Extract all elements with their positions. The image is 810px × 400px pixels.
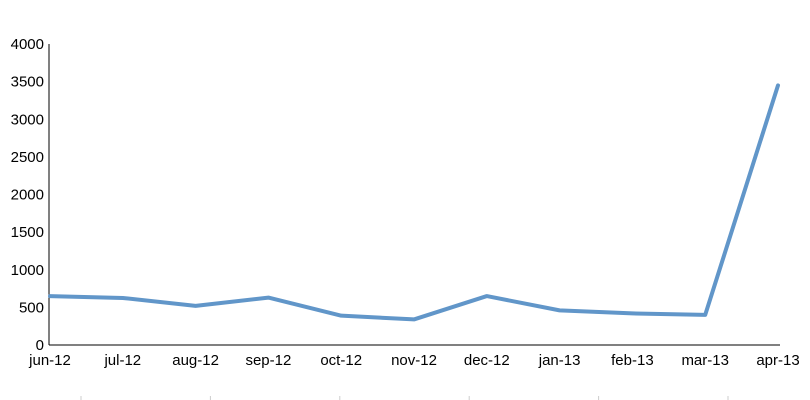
x-tick-label: jan-13 <box>538 352 581 369</box>
y-tick-label: 4000 <box>11 36 44 53</box>
x-tick-label: apr-13 <box>756 352 799 369</box>
x-tick-label: feb-13 <box>611 352 654 369</box>
x-tick-label: nov-12 <box>391 352 437 369</box>
y-tick-label: 2500 <box>11 149 44 166</box>
y-tick-label: 3500 <box>11 74 44 91</box>
y-tick-label: 0 <box>36 337 44 354</box>
y-tick-label: 2000 <box>11 187 44 204</box>
x-tick-label: dec-12 <box>464 352 510 369</box>
y-tick-label: 3000 <box>11 111 44 128</box>
x-tick-label: jun-12 <box>28 352 71 369</box>
x-axis-ticks: jun-12 jul-12 aug-12 sep-12 oct-12 nov-12 dec-… <box>28 352 800 400</box>
y-axis-ticks: 0 500 1000 1500 2000 2500 3000 3500 4000 <box>11 36 44 354</box>
x-tick-label: aug-12 <box>172 352 219 369</box>
x-tick-label: sep-12 <box>245 352 291 369</box>
series-layer <box>48 83 780 322</box>
series-line <box>48 83 780 322</box>
x-tick-label: mar-13 <box>681 352 729 369</box>
y-tick-label: 1000 <box>11 262 44 279</box>
y-tick-label: 500 <box>19 299 44 316</box>
x-tick-label: oct-12 <box>320 352 362 369</box>
y-tick-label: 1500 <box>11 224 44 241</box>
x-tick-label: jul-12 <box>103 352 141 369</box>
